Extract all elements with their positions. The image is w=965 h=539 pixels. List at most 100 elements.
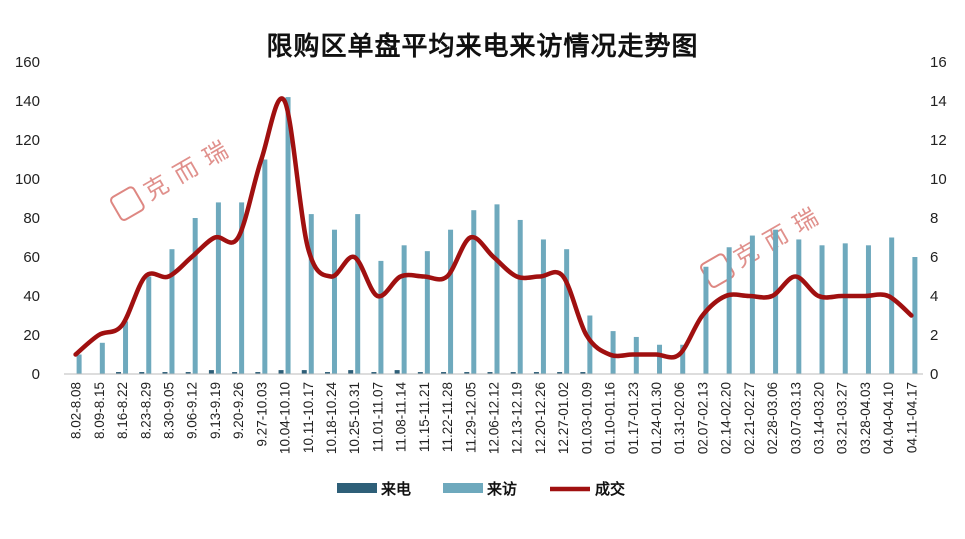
x-tick-label: 12.20-12.26 [533,382,548,454]
bar-来访 [587,315,593,374]
bar-来访 [262,159,268,374]
x-tick-label: 9.13-9.19 [208,382,223,439]
bar-来访 [703,266,709,374]
bar-来电 [441,372,447,374]
x-tick-label: 8.09-8.15 [92,382,107,439]
x-tick-label: 10.25-10.31 [347,382,362,454]
bars [76,97,918,374]
right-tick-label: 4 [930,288,938,305]
x-tick-label: 11.01-11.07 [370,382,385,452]
x-tick-label: 8.16-8.22 [115,382,130,439]
x-tick-label: 10.11-10.17 [301,382,316,453]
x-tick-label: 02.07-02.13 [695,382,710,454]
x-axis: 8.02-8.08 8.09-8.15 8.16-8.22 8.23-8.29 8.30… [69,382,920,455]
bar-来访 [331,229,337,374]
x-tick-label: 10.18-10.24 [324,382,339,455]
watermark-char: 克 [729,237,764,273]
left-tick-label: 120 [15,132,40,149]
x-tick-label: 01.03-01.09 [579,382,594,454]
bar-来访 [912,257,918,374]
bar-来访 [842,243,848,374]
bar-来电 [533,372,539,374]
right-tick-label: 0 [930,366,938,383]
watermark-2: 克 而 瑞 [700,203,823,288]
bar-来电 [557,372,563,374]
bar-来电 [301,370,307,374]
bar-来电 [394,370,400,374]
bar-来访 [726,247,732,374]
bar-来访 [796,239,802,374]
x-tick-label: 03.28-04.03 [858,382,873,454]
right-tick-label: 14 [930,93,947,110]
bar-来访 [494,204,500,374]
bar-来访 [424,251,430,374]
series-line-成交 [73,96,914,360]
x-tick-label: 03.21-03.27 [835,382,850,454]
bar-来电 [139,372,145,374]
bar-来电 [417,372,423,374]
left-tick-label: 160 [15,54,40,71]
bar-来电 [487,372,493,374]
x-tick-label: 04.11-04.17 [904,382,919,453]
x-tick-label: 10.04-10.10 [278,382,293,454]
bar-来访 [239,202,245,374]
left-tick-label: 140 [15,93,40,110]
legend-label-来电: 来电 [380,480,411,498]
bar-来访 [540,239,546,374]
watermark-char: 瑞 [788,203,823,239]
bar-来访 [564,249,570,374]
right-tick-label: 8 [930,210,938,227]
x-tick-label: 12.27-01.02 [556,382,571,454]
bar-来访 [308,214,314,374]
legend-label-来访: 来访 [486,480,517,498]
x-tick-label: 01.10-01.16 [603,382,618,454]
bar-来电 [371,372,377,374]
bar-来访 [378,260,384,374]
x-tick-label: 02.28-03.06 [765,382,780,454]
left-tick-label: 100 [15,171,40,188]
x-tick-label: 8.02-8.08 [69,382,84,439]
bar-来访 [146,276,152,374]
bar-来电 [278,370,284,374]
watermark-char: 瑞 [198,136,233,172]
watermark-char: 而 [168,153,203,189]
bar-来电 [232,372,238,374]
bar-来电 [464,372,470,374]
bar-来访 [448,229,454,374]
bar-来访 [865,245,871,374]
legend: 来电 来访 成交 [337,480,625,498]
x-tick-label: 01.24-01.30 [649,382,664,454]
bar-来访 [773,229,779,374]
x-tick-label: 02.14-02.20 [719,382,734,454]
watermark-1: 克 而 瑞 [110,136,233,221]
bar-来访 [749,235,755,374]
bar-来访 [471,210,477,374]
bar-来访 [657,344,663,374]
left-axis: 0 20 40 60 80 100 120 140 160 [15,54,40,383]
right-tick-label: 2 [930,327,938,344]
x-tick-label: 01.17-01.23 [626,382,641,454]
bar-来电 [255,372,261,374]
left-tick-label: 20 [23,327,40,344]
x-tick-label: 04.04-04.10 [881,382,896,454]
bar-来访 [169,249,175,374]
left-tick-label: 60 [23,249,40,266]
x-tick-label: 8.30-9.05 [161,382,176,439]
x-tick-label: 9.06-9.12 [185,382,200,439]
x-tick-label: 02.21-02.27 [742,382,757,454]
x-tick-label: 03.07-03.13 [788,382,803,454]
bar-来电 [116,372,122,374]
bar-来电 [510,372,516,374]
right-axis: 0 2 4 6 8 10 12 14 16 [930,54,947,383]
left-tick-label: 40 [23,288,40,305]
bar-来访 [401,245,407,374]
bar-来访 [99,342,105,374]
bar-来访 [76,354,82,374]
x-tick-label: 9.20-9.26 [231,382,246,439]
watermark-char: 克 [139,170,174,206]
bar-来访 [889,237,895,374]
bar-来电 [208,370,214,374]
bar-来访 [215,202,221,374]
x-tick-label: 11.15-11.21 [417,382,432,452]
